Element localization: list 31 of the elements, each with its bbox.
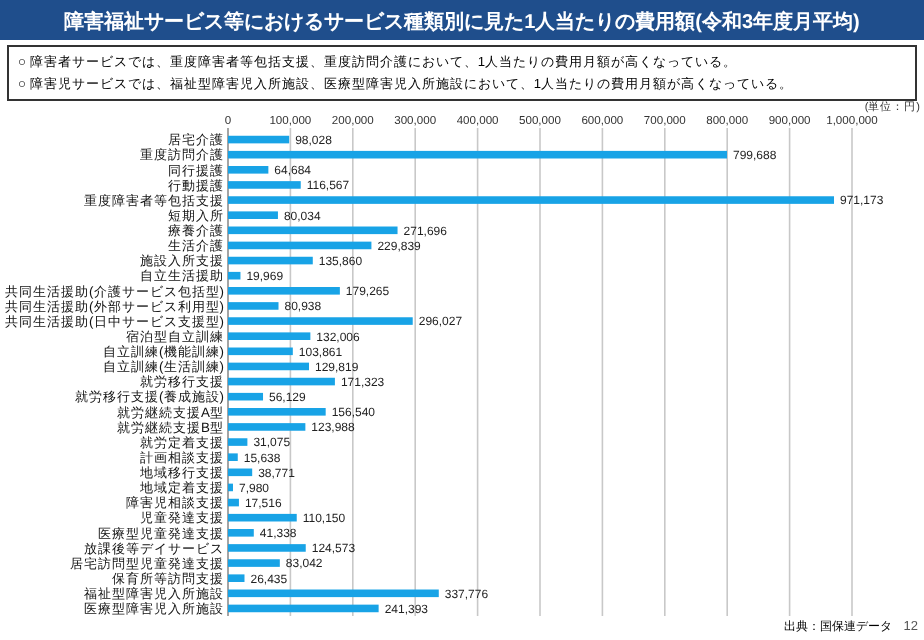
bar	[228, 241, 372, 250]
bar	[228, 377, 335, 386]
bar	[228, 453, 238, 461]
bar	[228, 574, 245, 582]
bar	[228, 256, 313, 265]
bar	[228, 438, 248, 446]
bar	[228, 498, 239, 507]
bar	[228, 332, 311, 340]
bar	[228, 302, 279, 310]
bar	[228, 589, 439, 598]
bar	[228, 135, 290, 144]
bar	[228, 408, 326, 416]
bar	[228, 392, 264, 401]
bar	[228, 529, 254, 537]
bar	[228, 150, 728, 159]
bar	[228, 347, 293, 356]
bar	[228, 362, 310, 371]
bar	[228, 513, 297, 522]
bar	[228, 196, 835, 204]
bar	[228, 211, 278, 219]
bar	[228, 559, 280, 567]
bar	[228, 468, 253, 477]
bar	[228, 166, 269, 174]
bar	[228, 604, 379, 613]
bar	[228, 287, 340, 295]
bar	[228, 544, 306, 552]
chart-title: 障害福祉サービス等におけるサービス種類別に見た1人当たりの費用額(令和3年度月平均)	[64, 10, 860, 34]
bar	[228, 317, 413, 325]
bar	[228, 226, 398, 235]
bar	[228, 181, 301, 189]
bar	[228, 423, 306, 431]
